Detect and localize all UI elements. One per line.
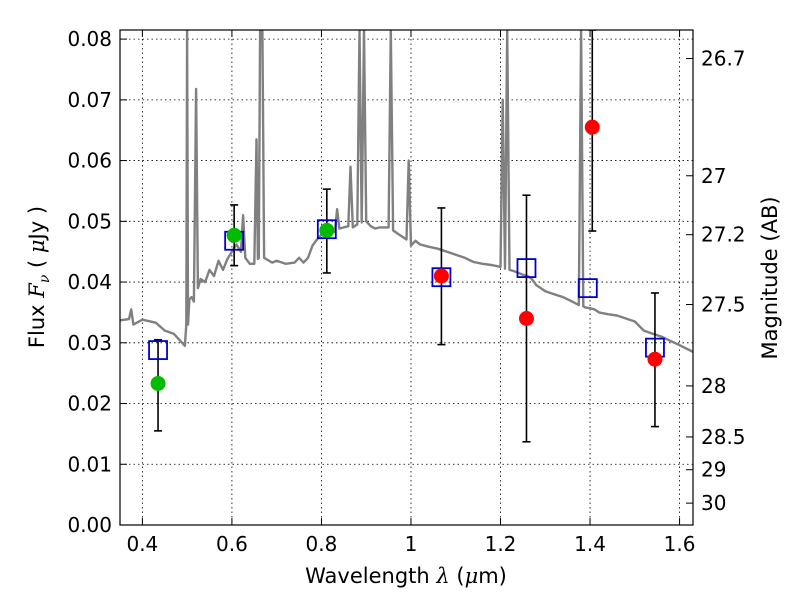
y-tick-label: 0.06 <box>67 149 112 173</box>
x-tick-label: 1 <box>405 532 418 556</box>
y2-axis-label: Magnitude (AB) <box>758 196 782 359</box>
plot-frame <box>119 29 694 526</box>
y-tick-label: 0.02 <box>67 392 112 416</box>
y2-tick-label: 29 <box>701 458 726 482</box>
x-tick-label: 1.2 <box>485 532 517 556</box>
y-tick-label: 0.07 <box>67 88 112 112</box>
x-axis-label: Wavelength λ (μm) <box>305 564 507 588</box>
x-tick-label: 1.6 <box>664 532 696 556</box>
y-tick-label: 0.03 <box>67 331 112 355</box>
y-axis-ticks: 0.00 0.01 0.02 0.03 0.04 0.05 0.06 0.07 0.08 <box>67 27 127 537</box>
x-tick-label: 0.8 <box>306 532 338 556</box>
green-data-point <box>226 227 242 243</box>
red-data-point <box>433 268 449 284</box>
model-photometry-square <box>516 258 537 278</box>
y-tick-label: 0.05 <box>67 209 112 233</box>
y2-tick-label: 26.7 <box>701 47 746 71</box>
y2-tick-label: 27.5 <box>701 293 746 317</box>
y-axis-label: Flux Fν ( μJy ) <box>25 206 53 348</box>
y-tick-label: 0.04 <box>67 270 112 294</box>
grid <box>120 30 693 526</box>
model-photometry-square <box>431 267 452 288</box>
y2-tick-label: 28.5 <box>701 425 746 449</box>
y2-tick-label: 27.2 <box>701 223 746 247</box>
model-sed <box>120 30 693 353</box>
model-photometry-square <box>316 219 337 240</box>
red-data-point <box>584 119 600 135</box>
model-photometry-square <box>148 340 168 360</box>
red-data-point <box>518 310 534 326</box>
x-tick-label: 1.4 <box>574 532 606 556</box>
y2-axis-ticks: 26.7 27 27.2 27.5 28 28.5 29 30 <box>686 47 746 515</box>
green-data-point <box>319 222 335 238</box>
green-data-point <box>150 375 166 391</box>
model-photometry-squares <box>148 219 665 360</box>
y-tick-label: 0.08 <box>67 27 112 51</box>
y2-tick-label: 28 <box>701 374 726 398</box>
x-axis-ticks: 0.4 0.6 0.8 1 1.2 1.4 1.6 <box>126 30 695 556</box>
model-photometry-square <box>577 278 598 299</box>
y-tick-label: 0.00 <box>67 513 112 537</box>
y2-tick-label: 27 <box>701 164 726 188</box>
red-data-point <box>647 351 663 367</box>
plot-background <box>120 30 693 525</box>
x-tick-label: 0.6 <box>216 532 248 556</box>
model-sed-line <box>120 30 693 353</box>
y2-tick-label: 30 <box>701 491 726 515</box>
y-tick-label: 0.01 <box>67 452 112 476</box>
x-tick-label: 0.4 <box>126 532 158 556</box>
observed-points <box>150 119 663 391</box>
